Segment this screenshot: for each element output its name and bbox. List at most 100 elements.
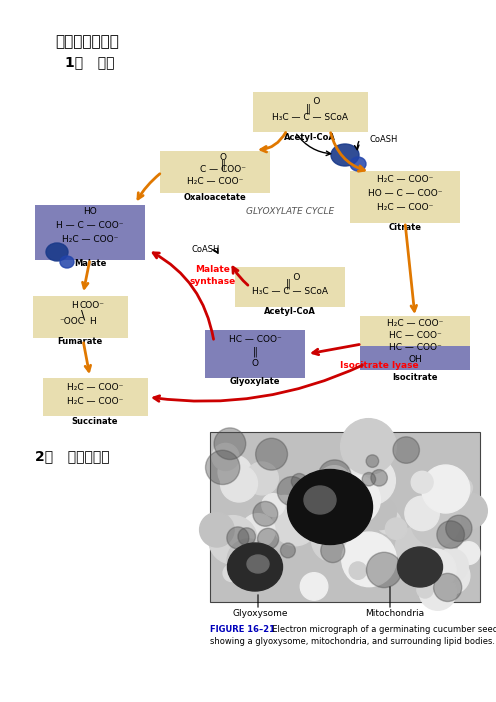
Circle shape: [221, 465, 257, 502]
Circle shape: [321, 538, 345, 562]
Circle shape: [433, 557, 470, 594]
Text: H₂C — COO⁻: H₂C — COO⁻: [187, 178, 243, 187]
Ellipse shape: [60, 256, 74, 268]
Circle shape: [255, 438, 288, 470]
FancyBboxPatch shape: [252, 92, 368, 132]
Circle shape: [419, 573, 456, 610]
Circle shape: [341, 418, 396, 475]
Circle shape: [218, 456, 251, 489]
FancyBboxPatch shape: [160, 151, 270, 193]
Circle shape: [199, 512, 234, 547]
Circle shape: [411, 471, 433, 494]
Circle shape: [212, 444, 239, 470]
Text: GLYOXYLATE CYCLE: GLYOXYLATE CYCLE: [246, 208, 334, 216]
Text: 2．   意义及调节: 2． 意义及调节: [35, 449, 110, 463]
Text: O: O: [251, 359, 258, 369]
Circle shape: [422, 465, 470, 513]
Text: ‖: ‖: [286, 279, 291, 289]
Circle shape: [244, 498, 297, 551]
Text: CoASH: CoASH: [192, 244, 220, 253]
Text: H₂C — COO⁻: H₂C — COO⁻: [67, 383, 123, 392]
Text: Malate: Malate: [74, 260, 106, 268]
Text: Isocitrate lyase: Isocitrate lyase: [340, 362, 419, 371]
Text: Succinate: Succinate: [72, 416, 118, 425]
Circle shape: [241, 514, 275, 548]
Circle shape: [238, 528, 255, 545]
Circle shape: [257, 529, 279, 550]
Text: O: O: [220, 154, 227, 162]
Text: Isocitrate: Isocitrate: [392, 373, 438, 383]
Text: Fumarate: Fumarate: [58, 338, 103, 347]
Text: ‖: ‖: [252, 347, 257, 357]
Circle shape: [393, 437, 420, 463]
Text: H₂C — COO⁻: H₂C — COO⁻: [377, 202, 433, 211]
Circle shape: [349, 562, 367, 579]
Circle shape: [236, 527, 265, 557]
Text: Mitochondria: Mitochondria: [366, 609, 425, 618]
Text: HC — COO⁻: HC — COO⁻: [389, 331, 441, 340]
Circle shape: [280, 543, 295, 558]
Circle shape: [318, 460, 351, 493]
Circle shape: [311, 519, 354, 562]
Text: H: H: [89, 317, 95, 326]
Circle shape: [446, 515, 472, 541]
Text: synthase: synthase: [190, 277, 236, 286]
Circle shape: [434, 574, 462, 602]
Circle shape: [263, 496, 307, 538]
Text: HC — COO⁻: HC — COO⁻: [229, 336, 281, 345]
Circle shape: [451, 493, 487, 529]
Circle shape: [414, 549, 456, 591]
Text: FIGURE 16–21: FIGURE 16–21: [210, 625, 275, 635]
Circle shape: [209, 515, 257, 564]
Circle shape: [364, 497, 396, 529]
Text: Malate: Malate: [195, 265, 231, 274]
Text: ‖: ‖: [306, 104, 310, 114]
Text: O: O: [299, 98, 321, 107]
Text: Glyoxylate: Glyoxylate: [230, 378, 280, 387]
Text: Acetyl-CoA: Acetyl-CoA: [264, 307, 316, 317]
FancyBboxPatch shape: [210, 432, 480, 602]
FancyBboxPatch shape: [205, 330, 305, 378]
Text: Acetyl-CoA: Acetyl-CoA: [284, 133, 336, 142]
Circle shape: [300, 573, 328, 600]
Text: H₃C — C — SCoA: H₃C — C — SCoA: [272, 112, 348, 121]
Ellipse shape: [247, 555, 269, 573]
Ellipse shape: [331, 144, 359, 166]
FancyBboxPatch shape: [360, 316, 470, 352]
Circle shape: [377, 510, 401, 534]
Text: Citrate: Citrate: [388, 223, 422, 232]
Circle shape: [434, 548, 468, 582]
Circle shape: [223, 564, 240, 581]
Ellipse shape: [350, 157, 366, 171]
Ellipse shape: [46, 243, 68, 261]
Text: HC — COO⁻: HC — COO⁻: [389, 343, 441, 352]
Circle shape: [297, 505, 327, 536]
Text: Glyoxysome: Glyoxysome: [232, 609, 288, 618]
FancyBboxPatch shape: [35, 204, 145, 260]
Circle shape: [227, 527, 249, 549]
Text: 五．乙醛酸循环: 五．乙醛酸循环: [55, 34, 119, 50]
Text: H₃C — C — SCoA: H₃C — C — SCoA: [252, 288, 328, 296]
Ellipse shape: [397, 547, 442, 587]
Text: Oxaloacetate: Oxaloacetate: [184, 194, 247, 202]
Circle shape: [437, 521, 464, 548]
Circle shape: [262, 494, 285, 517]
Circle shape: [457, 542, 480, 564]
Circle shape: [362, 472, 375, 486]
Circle shape: [385, 518, 407, 539]
Circle shape: [246, 462, 278, 495]
Text: HO — C — COO⁻: HO — C — COO⁻: [368, 189, 442, 197]
Text: H — C — COO⁻: H — C — COO⁻: [56, 220, 124, 230]
Ellipse shape: [304, 486, 336, 514]
Circle shape: [227, 539, 269, 581]
Circle shape: [253, 501, 278, 526]
Text: CoASH: CoASH: [370, 135, 398, 143]
Circle shape: [395, 527, 434, 567]
Circle shape: [214, 428, 246, 460]
FancyBboxPatch shape: [235, 267, 345, 307]
Circle shape: [405, 496, 439, 531]
Text: COO⁻: COO⁻: [79, 300, 105, 310]
FancyBboxPatch shape: [33, 296, 127, 338]
Text: H₂C — COO⁻: H₂C — COO⁻: [67, 397, 123, 406]
Text: 1．   途径: 1． 途径: [65, 55, 115, 69]
